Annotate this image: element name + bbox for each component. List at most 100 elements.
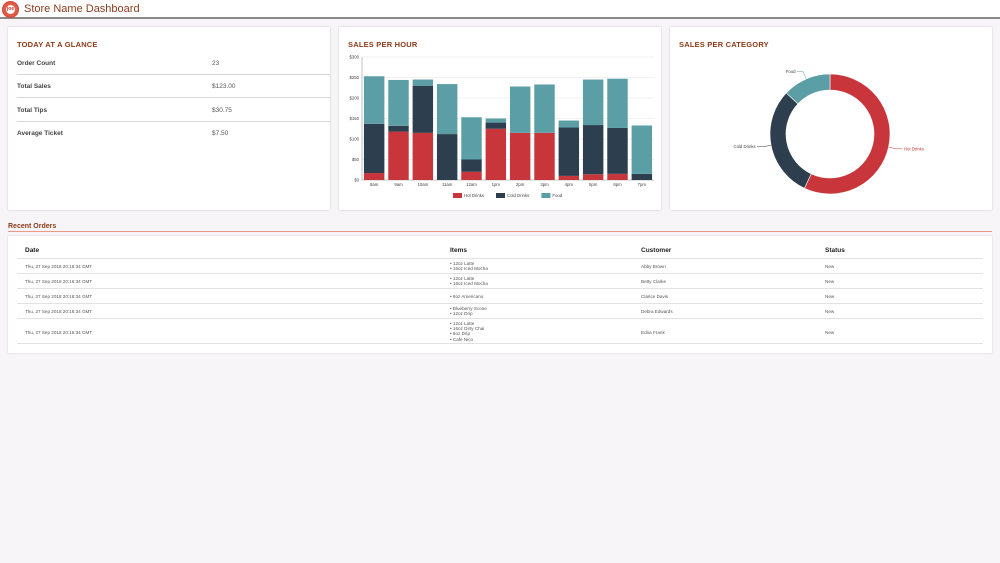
column-header-date[interactable]: Date [25, 247, 40, 254]
recent-orders-title: Recent Orders [8, 223, 57, 230]
order-status: New [825, 279, 835, 284]
recent-orders-table: Date Items Customer Status Thu, 27 Sep 2… [8, 236, 992, 353]
column-header-status[interactable]: Status [825, 247, 845, 254]
sales-per-category-title: SALES PER CATEGORY [679, 40, 769, 49]
donut-label: Hot Drinks [904, 146, 924, 151]
column-header-customer[interactable]: Customer [641, 247, 672, 254]
glance-label: Total Sales [17, 83, 51, 90]
x-tick-label: 3pm [540, 182, 549, 187]
order-item: 16oz Iced Mocha [450, 281, 488, 286]
bar [558, 120, 580, 128]
bar [461, 117, 482, 160]
bar [534, 132, 555, 180]
bar [412, 85, 434, 133]
order-status: New [825, 294, 835, 299]
glance-label: Order Count [17, 60, 56, 67]
order-date: Thu, 27 Sep 2018 20:16:34 GMT [25, 264, 93, 269]
glance-value: $30.75 [212, 107, 232, 114]
glance-row-total-sales: Total Sales $123.00 [17, 75, 330, 98]
order-status: New [825, 330, 835, 335]
bar [582, 125, 604, 175]
y-tick-label: $150 [349, 116, 359, 121]
glance-value: $7.50 [212, 130, 229, 137]
x-tick-label: 11am [442, 182, 453, 187]
app-title: Store Name Dashboard [24, 3, 140, 15]
order-item: 8oz Drip [450, 331, 484, 336]
bar [607, 127, 628, 174]
bar [582, 79, 604, 126]
order-customer: Debra Edwards [641, 309, 673, 314]
order-item: 16oz Iced Mocha [450, 266, 488, 271]
glance-row-total-tips: Total Tips $30.75 [17, 99, 330, 122]
donut-slice [804, 73, 891, 195]
column-header-items[interactable]: Items [450, 247, 467, 254]
order-customer: Edna Frank [641, 330, 665, 335]
donut-slice [785, 73, 831, 105]
bar [436, 84, 458, 135]
order-item: 16oz Dirty Chai [450, 326, 484, 331]
bar [534, 84, 555, 133]
bar [461, 171, 482, 180]
bar [607, 173, 628, 180]
bar [363, 123, 385, 174]
brand-logo-mark: joe [6, 5, 15, 14]
y-tick-label: $0 [354, 178, 359, 183]
order-items: Blueberry Scone 12oz Drip [450, 306, 487, 316]
bar [582, 174, 604, 180]
donut-slice [769, 92, 812, 189]
y-tick-label: $100 [349, 137, 359, 142]
brand-logo[interactable]: joe [2, 1, 19, 18]
x-tick-label: 7pm [638, 182, 647, 187]
order-customer: Clarice Davis [641, 294, 669, 299]
table-row[interactable]: Thu, 27 Sep 2018 20:16:34 GMT 12oz Latte… [17, 318, 983, 344]
table-row[interactable]: Thu, 27 Sep 2018 20:16:34 GMT 12oz Latte… [17, 258, 983, 273]
bar [388, 125, 409, 132]
table-row[interactable]: Thu, 27 Sep 2018 20:16:34 GMT 8oz Americ… [17, 288, 983, 303]
bar [461, 159, 482, 172]
y-tick-label: $300 [349, 55, 359, 60]
glance-label: Average Ticket [17, 130, 63, 137]
donut-label: Cold Drinks [733, 144, 755, 149]
x-tick-label: 5pm [589, 182, 598, 187]
glance-row-order-count: Order Count 23 [17, 52, 330, 75]
order-item: 12oz Latte [450, 276, 488, 281]
sales-per-hour-title: SALES PER HOUR [348, 40, 418, 49]
table-row[interactable]: Thu, 27 Sep 2018 20:16:34 GMT 12oz Latte… [17, 273, 983, 288]
donut-leader-line [888, 146, 903, 150]
glance-label: Total Tips [17, 107, 48, 114]
bar [412, 132, 434, 180]
x-tick-label: 6pm [613, 182, 622, 187]
legend-swatch [541, 193, 551, 198]
legend-label: Hot Drinks [464, 193, 484, 198]
glance-row-average-ticket: Average Ticket $7.50 [17, 122, 330, 145]
sales-per-category-chart: Hot Drinks Cold Drinks Food [733, 69, 924, 195]
donut-leader-line [796, 71, 807, 80]
bar [485, 122, 507, 129]
table-row[interactable]: Thu, 27 Sep 2018 20:16:34 GMT Blueberry … [17, 303, 983, 318]
bar [388, 131, 409, 180]
bar [412, 79, 434, 86]
order-status: New [825, 309, 835, 314]
order-item: 12oz Drip [450, 311, 487, 316]
order-item: 8oz Americano [450, 294, 483, 299]
y-tick-label: $200 [349, 96, 359, 101]
bar [363, 76, 385, 124]
legend-swatch [453, 193, 462, 198]
order-item: Cafe Nico [450, 337, 484, 342]
sales-per-category-card: SALES PER CATEGORY Hot Drinks Cold Drinks… [670, 27, 992, 210]
order-item: 12oz Latte [450, 261, 488, 266]
order-items: 12oz Latte 16oz Iced Mocha [450, 261, 488, 271]
donut-label: Food [786, 69, 796, 74]
top-bar: joe Store Name Dashboard [0, 0, 1000, 19]
order-date: Thu, 27 Sep 2018 20:16:34 GMT [25, 279, 93, 284]
bar [509, 86, 531, 133]
order-items: 12oz Latte 16oz Dirty Chai 8oz Drip Cafe… [450, 321, 484, 342]
bar [558, 127, 580, 176]
y-tick-label: $50 [352, 157, 360, 162]
glance-card: TODAY AT A GLANCE Order Count 23 Total S… [8, 27, 330, 210]
glance-value: $123.00 [212, 83, 236, 90]
y-tick-label: $250 [349, 75, 359, 80]
bar [558, 175, 580, 180]
order-status: New [825, 264, 835, 269]
bar [388, 79, 409, 126]
